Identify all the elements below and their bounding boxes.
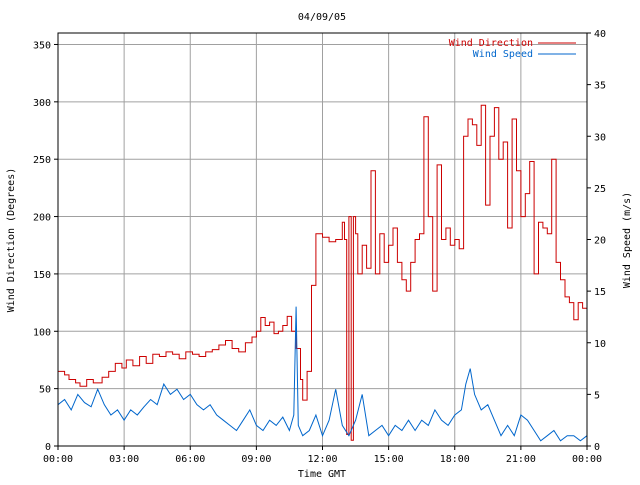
y2-tick-label: 35 xyxy=(594,81,606,92)
y-axis-label: Wind Direction (Degrees) xyxy=(6,168,17,313)
x-tick-label: 09:00 xyxy=(241,454,271,465)
y2-tick-label: 15 xyxy=(594,287,606,298)
legend-label-wind-direction: Wind Direction xyxy=(449,38,533,49)
x-tick-label: 12:00 xyxy=(307,454,337,465)
y2-tick-label: 0 xyxy=(594,442,600,453)
y2-tick-label: 20 xyxy=(594,236,606,247)
grid-layer xyxy=(58,33,587,446)
x-tick-label: 03:00 xyxy=(109,454,139,465)
x-tick-label: 21:00 xyxy=(506,454,536,465)
legend: Wind Direction Wind Speed xyxy=(449,38,576,60)
legend-label-wind-speed: Wind Speed xyxy=(473,49,533,60)
x-tick-label: 00:00 xyxy=(572,454,602,465)
series-line-wind-speed xyxy=(57,306,588,442)
x-tick-label: 00:00 xyxy=(43,454,73,465)
x-tick-label: 15:00 xyxy=(374,454,404,465)
y-tick-label: 350 xyxy=(33,40,51,51)
axis-layer: 00:00 03:00 06:00 09:00 12:00 15:00 18:00 21:00… xyxy=(33,29,606,465)
y-tick-label: 250 xyxy=(33,155,51,166)
y2-tick-label: 30 xyxy=(594,132,606,143)
x-axis-label: Time GMT xyxy=(298,469,346,480)
y-tick-label: 150 xyxy=(33,270,51,281)
y2-tick-label: 10 xyxy=(594,339,606,350)
chart-title: 04/09/05 xyxy=(298,12,346,23)
series-line-wind-direction xyxy=(58,104,588,441)
y2-tick-label: 5 xyxy=(594,390,600,401)
y-tick-label: 50 xyxy=(39,385,51,396)
y-tick-label: 200 xyxy=(33,213,51,224)
x-tick-label: 06:00 xyxy=(175,454,205,465)
y-tick-label: 0 xyxy=(45,442,51,453)
y2-tick-label: 40 xyxy=(594,29,606,40)
y2-tick-label: 25 xyxy=(594,184,606,195)
y2-axis-label: Wind Speed (m/s) xyxy=(622,192,633,288)
x-tick-label: 18:00 xyxy=(440,454,470,465)
y-tick-label: 300 xyxy=(33,98,51,109)
y-tick-label: 100 xyxy=(33,327,51,338)
series-layer xyxy=(57,104,588,442)
